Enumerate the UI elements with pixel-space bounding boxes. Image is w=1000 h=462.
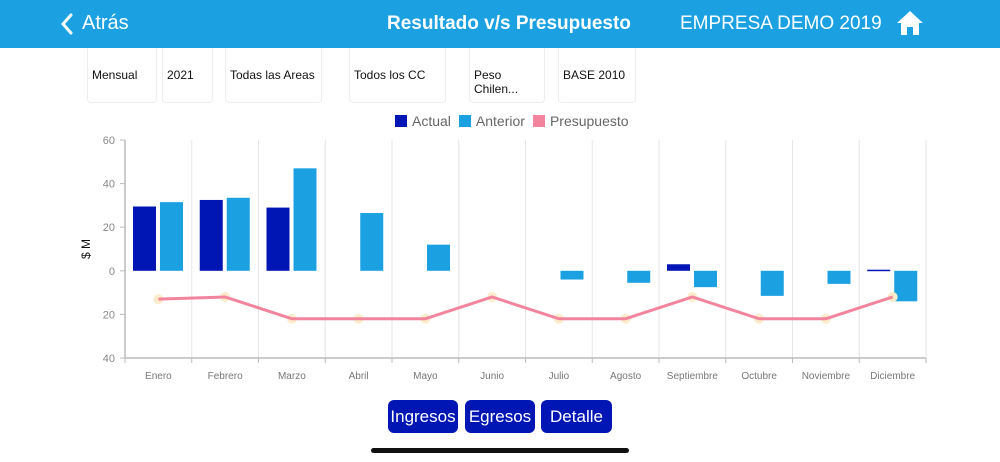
x-tick-label: Agosto [610, 371, 642, 382]
bar-anterior [627, 270, 651, 283]
legend-item-actual[interactable]: Actual [395, 113, 451, 129]
bar-actual [867, 269, 891, 272]
bar-actual [266, 207, 290, 271]
y-tick-label: 0 [109, 266, 115, 278]
bar-actual [133, 206, 156, 271]
line-presupuesto [158, 295, 894, 321]
chevron-left-icon [60, 13, 73, 34]
x-tick-label: Julio [549, 371, 570, 382]
legend-item-anterior[interactable]: Anterior [458, 113, 525, 129]
filter-year[interactable]: 2021 [162, 48, 213, 103]
egresos-button[interactable]: Egresos [465, 400, 535, 433]
bar-anterior [293, 168, 317, 271]
bar-anterior [560, 270, 584, 280]
y-axis-label: $ M [79, 239, 93, 259]
x-tick-label: Octubre [741, 371, 777, 382]
bar-actual [199, 199, 223, 271]
x-tick-label: Diciembre [870, 371, 915, 382]
filter-area[interactable]: Todas las Areas [225, 48, 322, 103]
chart-legend: Actual Anterior Presupuesto [395, 113, 629, 129]
x-tick-label: Junio [480, 371, 504, 382]
bar-anterior [226, 197, 250, 271]
x-tick-label: Enero [145, 371, 172, 382]
bar-anterior [160, 202, 183, 271]
filter-period[interactable]: Mensual [87, 48, 157, 103]
x-tick-label: Abril [349, 371, 369, 382]
company-name: EMPRESA DEMO 2019 [680, 13, 882, 34]
bar-anterior [694, 270, 717, 288]
home-icon [897, 11, 923, 35]
bar-anterior [894, 270, 918, 302]
x-tick-label: Mayo [413, 371, 438, 382]
x-tick-label: Noviembre [802, 371, 851, 382]
filter-currency[interactable]: Peso Chilen... [469, 48, 545, 103]
y-tick-label: 20 [103, 309, 115, 321]
home-indicator [371, 448, 629, 453]
legend-item-presupuesto[interactable]: Presupuesto [532, 113, 629, 129]
detalle-button[interactable]: Detalle [541, 400, 612, 433]
y-tick-label: 40 [103, 353, 115, 365]
bar-anterior [760, 270, 784, 296]
y-tick-label: 20 [103, 222, 115, 234]
bar-chart: 60 40 20 0 20 40 Enero Febrero Marzo Abril Mayo Jun… [79, 135, 927, 382]
bar-anterior [427, 244, 450, 271]
x-tick-label: Marzo [278, 371, 306, 382]
page-title: Resultado v/s Presupuesto [387, 13, 631, 34]
x-tick-label: Septiembre [667, 371, 719, 382]
home-button[interactable] [896, 10, 924, 41]
bar-actual [667, 264, 690, 271]
filter-cost-center[interactable]: Todos los CC [349, 48, 446, 103]
y-tick-label: 40 [103, 179, 115, 191]
x-tick-label: Febrero [208, 371, 243, 382]
y-tick-label: 60 [103, 135, 115, 147]
bar-anterior [360, 213, 384, 271]
back-label: Atrás [82, 12, 129, 34]
ingresos-button[interactable]: Ingresos [388, 400, 458, 433]
filter-base[interactable]: BASE 2010 [558, 48, 636, 103]
header-bar: Atrás Resultado v/s Presupuesto EMPRESA … [0, 0, 1000, 48]
bar-anterior [827, 270, 851, 284]
back-button[interactable]: Atrás [60, 12, 129, 35]
